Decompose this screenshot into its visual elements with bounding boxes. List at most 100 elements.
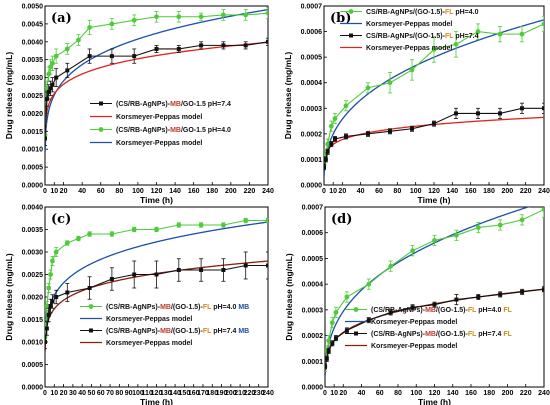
- model-curve-blue: [45, 8, 268, 156]
- data-point-circle: [64, 46, 70, 52]
- x-tick-label: 180: [206, 390, 218, 397]
- y-axis-label: Drug release (mg/mL): [4, 253, 14, 341]
- data-point-circle: [198, 222, 204, 228]
- data-point-square: [45, 340, 47, 344]
- y-tick-label: 0.0025: [22, 93, 44, 100]
- data-point-circle: [475, 29, 481, 34]
- data-point-square: [520, 106, 524, 111]
- data-point-square: [50, 82, 55, 87]
- x-tick-label: 180: [483, 188, 495, 195]
- x-tick-label: 110: [142, 390, 153, 397]
- legend-label-part: FL: [203, 328, 212, 335]
- x-tick-label: 200: [225, 390, 237, 397]
- legend-label-part: Korsmeyer-Peppas model: [116, 114, 202, 121]
- legend-label-part: pH=4.0: [453, 9, 478, 16]
- x-tick-label: 120: [429, 390, 441, 397]
- legend-label-part: FL: [468, 331, 477, 338]
- data-point-circle: [325, 141, 331, 147]
- x-tick-label: 200: [501, 188, 513, 195]
- y-tick-label: 0.0005: [301, 55, 323, 62]
- y-tick-label: 0.0002: [302, 333, 324, 340]
- data-point-circle: [332, 116, 338, 121]
- x-tick-label: 230: [253, 390, 265, 397]
- x-tick-label: 80: [393, 188, 401, 195]
- legend-entry: Korsmeyer-Peppas model: [90, 114, 202, 121]
- legend-label-part: Korsmeyer-Peppas model: [106, 340, 192, 347]
- data-point-circle: [497, 31, 503, 37]
- data-point-square: [325, 356, 329, 361]
- plot-frame: [324, 206, 545, 388]
- legend-label-part: Korsmeyer-Peppas model: [366, 45, 452, 52]
- data-point-square: [109, 54, 114, 59]
- y-tick-label: 0.0010: [22, 147, 44, 154]
- data-point-circle: [410, 248, 415, 254]
- legend-label-part: (CS/RB-AgNPs)-: [371, 331, 426, 338]
- x-tick-label: 150: [179, 390, 191, 397]
- legend-entry: CS/RB-AgNPs/(GO-1.5)-FL pH=7.4: [340, 33, 479, 40]
- data-point-square: [329, 142, 334, 147]
- x-tick-label: 20: [60, 390, 68, 397]
- legend-label: (CS/RB-AgNPs)-MB/GO-1.5 pH=7.4: [116, 101, 231, 108]
- x-tick-label: 160: [188, 390, 200, 397]
- x-tick-label: 20: [338, 188, 346, 195]
- x-tick-label: 170: [197, 390, 209, 397]
- x-tick-label: 20: [339, 390, 347, 397]
- legend-label-part: FL: [503, 331, 512, 338]
- data-point-square: [344, 328, 349, 333]
- x-tick-label: 40: [358, 390, 366, 397]
- data-point-square: [243, 43, 248, 48]
- y-tick-label: 0.0000: [302, 385, 324, 392]
- legend-marker-square: [89, 328, 93, 333]
- panel-label: (d): [331, 212, 352, 227]
- legend-label: Korsmeyer-Peppas model: [106, 316, 192, 323]
- data-point-square: [50, 299, 55, 304]
- y-tick-label: 0.0001: [302, 359, 324, 366]
- data-point-square: [266, 263, 268, 268]
- y-tick-label: 0.0006: [301, 29, 323, 36]
- x-tick-label: 140: [169, 390, 181, 397]
- data-point-circle: [76, 37, 81, 43]
- model-curve-blue: [45, 221, 268, 353]
- y-tick-label: 0.0004: [302, 282, 324, 289]
- data-point-square: [326, 349, 331, 353]
- x-tick-label: 200: [502, 390, 514, 397]
- data-point-square: [154, 46, 159, 51]
- x-tick-label: 40: [78, 390, 86, 397]
- x-tick-label: 100: [410, 188, 422, 195]
- x-tick-label: 120: [151, 390, 163, 397]
- legend-label: (CS/RB-AgNPs)-MB/(GO-1.5)-FL pH=4.0 MB: [106, 304, 249, 311]
- data-point-circle: [50, 60, 55, 66]
- x-tick-label: 80: [115, 390, 123, 397]
- legend-label: Korsmeyer-Peppas model: [116, 114, 202, 121]
- chart-panel-2: 0 10 20 40 60 80 100 120 140 160 180 200 220 240 0.000…: [283, 4, 550, 206]
- legend-label-part: Korsmeyer-Peppas model: [366, 21, 452, 28]
- x-tick-label: 10: [330, 390, 338, 397]
- data-point-square: [48, 304, 53, 308]
- data-point-square: [176, 268, 181, 272]
- x-tick-label: 190: [216, 390, 228, 397]
- data-point-circle: [243, 12, 249, 18]
- x-tick-label: 100: [132, 188, 144, 195]
- series-line-black: [325, 288, 544, 367]
- x-tick-label: 160: [188, 188, 200, 195]
- legend-label: (CS/RB-AgNPs)-MB/(GO-1.5)-FL pH=7.4 FL: [371, 331, 513, 338]
- y-tick-label: 0.0007: [301, 4, 323, 11]
- data-point-square: [476, 295, 481, 299]
- x-tick-label: 220: [520, 390, 532, 397]
- data-point-square: [333, 336, 338, 341]
- data-point-square: [243, 263, 248, 268]
- data-point-square: [46, 89, 51, 94]
- chart-panel-3: 0 10 20 30 40 50 60 70 80 90 100110120130140150160…: [4, 205, 274, 405]
- y-axis-label: Drug release (mg/mL): [4, 52, 14, 140]
- x-tick-label: 0: [43, 390, 47, 397]
- x-tick-label: 0: [43, 188, 47, 195]
- data-point-square: [154, 272, 159, 277]
- data-point-square: [176, 46, 181, 51]
- legend-label-part: MB: [238, 304, 249, 311]
- x-tick-label: 0: [322, 188, 326, 195]
- y-tick-label: 0.0000: [301, 183, 323, 190]
- data-point-circle: [87, 231, 92, 237]
- x-tick-label: 240: [262, 188, 274, 195]
- data-point-circle: [328, 123, 334, 129]
- y-tick-label: 0.0005: [302, 256, 324, 263]
